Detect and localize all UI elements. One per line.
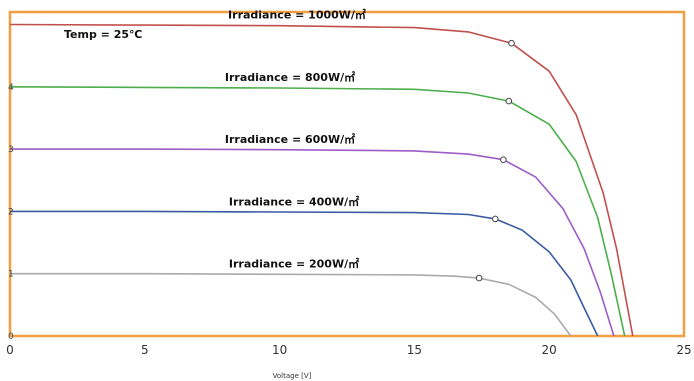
series-label-4: Irradiance = 200W/㎡ [229,257,359,271]
mpp-marker-3 [492,215,499,223]
mpp-marker-0 [508,39,515,47]
x-tick-label: 25 [676,343,691,357]
x-tick-label: 10 [272,343,287,357]
series-line-2 [10,148,615,337]
series-label-3: Irradiance = 400W/㎡ [229,194,359,208]
tick-layer: 0 5 10 15 20 25 0 1 2 3 4 [6,83,691,357]
series-label-2: Irradiance = 600W/㎡ [225,132,355,146]
y-tick-label: 4 [8,83,14,93]
temperature-annotation: Temp = 25℃ [64,28,142,41]
series-line-4 [10,272,572,337]
y-tick-label: 1 [8,270,14,280]
series-line-0 [9,23,634,337]
y-tick-label: 0 [8,332,14,342]
x-tick-label: 0 [6,343,14,357]
x-tick-label: 15 [407,343,422,357]
mpp-marker-2 [500,156,507,163]
x-tick-label: 20 [542,343,557,357]
plot-frame [8,10,686,338]
x-tick-label: 5 [141,343,149,357]
label-layer: Irradiance = 1000W/㎡ Irradiance = 800W/㎡ I… [225,8,366,271]
mpp-marker-4 [475,274,483,282]
y-tick-label: 2 [8,207,14,217]
mpp-marker-1 [505,97,513,105]
series-label-0: Irradiance = 1000W/㎡ [228,8,366,22]
x-axis-label: Voltage [V] [273,372,312,380]
series-layer [9,23,634,337]
y-tick-label: 3 [8,145,14,155]
series-label-1: Irradiance = 800W/㎡ [225,70,355,84]
